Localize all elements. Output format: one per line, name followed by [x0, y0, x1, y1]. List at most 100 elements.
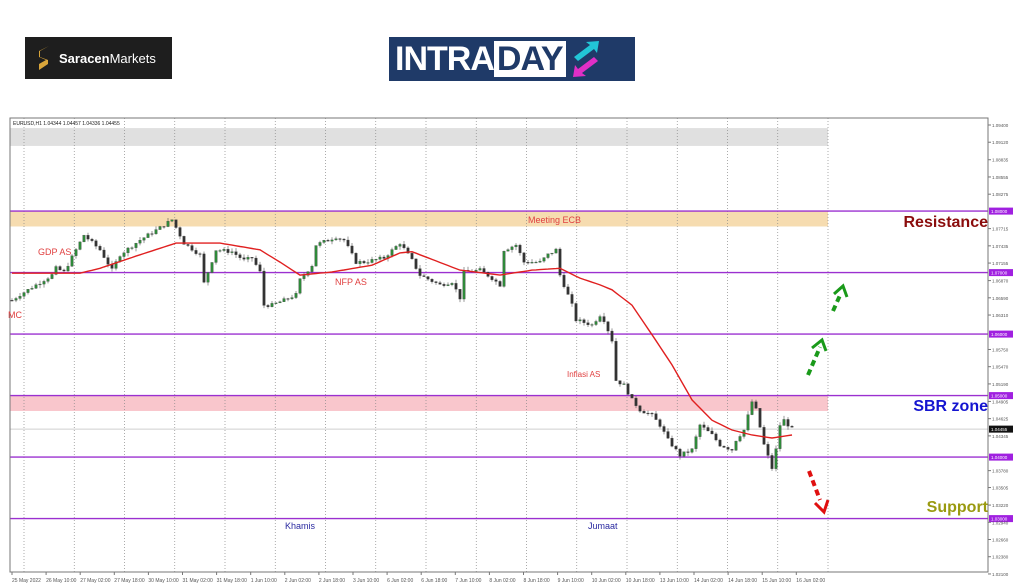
- candle-body: [22, 292, 26, 297]
- candle-body: [506, 249, 510, 252]
- candle-body: [714, 433, 718, 441]
- candle-body: [546, 253, 550, 258]
- x-tick-label: 10 Jun 18:00: [626, 578, 655, 584]
- y-tick-label: 1.06870: [992, 279, 1009, 284]
- price-zone: [10, 395, 828, 411]
- candle-body: [790, 426, 794, 428]
- candle-body: [566, 286, 570, 295]
- candle-body: [226, 249, 230, 253]
- candle-body: [450, 283, 454, 285]
- candle-body: [250, 257, 254, 259]
- candle-body: [490, 276, 494, 280]
- candle-body: [618, 380, 622, 385]
- candle-body: [522, 252, 526, 263]
- saracen-s-icon: [39, 46, 49, 70]
- candle-body: [194, 250, 198, 254]
- candle-body: [174, 219, 178, 228]
- candle-body: [558, 248, 562, 276]
- candle-body: [606, 321, 610, 332]
- candle-body: [106, 257, 110, 265]
- x-tick-label: 1 Jun 10:00: [251, 578, 277, 584]
- candle-body: [166, 221, 170, 227]
- x-tick-label: 26 May 10:00: [46, 578, 77, 584]
- candle-body: [782, 419, 786, 426]
- x-tick-label: 2 Jun 02:00: [285, 578, 311, 584]
- chart-frame: [9, 117, 989, 573]
- x-tick-label: 16 Jun 02:00: [796, 578, 825, 584]
- candle-body: [666, 431, 670, 439]
- x-tick-label: 27 May 18:00: [114, 578, 145, 584]
- candle-body: [730, 449, 734, 451]
- candle-body: [98, 246, 102, 251]
- candle-body: [586, 322, 590, 326]
- candle-body: [650, 413, 654, 415]
- y-tick-label: 1.02940: [992, 520, 1009, 525]
- y-tick-label: 1.02100: [992, 572, 1009, 577]
- candle-body: [50, 274, 54, 279]
- moving-average-line: [12, 242, 793, 439]
- support-label: Support: [927, 499, 989, 516]
- annotation-nfp: NFP AS: [335, 277, 367, 287]
- candle-body: [86, 235, 90, 240]
- candle-body: [458, 289, 462, 300]
- candle-body: [34, 284, 38, 289]
- candle-body: [366, 262, 370, 264]
- candle-body: [314, 245, 318, 267]
- candle-body: [626, 383, 630, 395]
- candle-body: [254, 257, 258, 265]
- candle-body: [538, 260, 542, 263]
- candle-body: [62, 269, 66, 272]
- candle-body: [402, 244, 406, 249]
- candle-body: [426, 276, 430, 280]
- candle-body: [182, 236, 186, 245]
- y-tick-label: 1.03780: [992, 469, 1009, 474]
- candle-body: [590, 324, 594, 326]
- candle-body: [550, 252, 554, 255]
- candle-body: [338, 238, 342, 240]
- intraday-arrows-icon: [572, 41, 599, 77]
- candle-body: [126, 247, 130, 254]
- candle-body: [526, 262, 530, 264]
- candle-body: [678, 448, 682, 457]
- candle-body: [502, 251, 506, 287]
- candle-body: [274, 302, 278, 304]
- candle-body: [222, 249, 226, 251]
- candle-body: [570, 294, 574, 304]
- candle-body: [774, 448, 778, 469]
- candle-body: [658, 419, 662, 427]
- candle-body: [498, 281, 502, 287]
- y-tick-label: 1.06590: [992, 296, 1009, 301]
- x-tick-label: 31 May 02:00: [183, 578, 214, 584]
- candle-body: [414, 258, 418, 269]
- candle-body: [702, 424, 706, 428]
- candle-body: [638, 405, 642, 412]
- candle-body: [198, 253, 202, 255]
- candle-body: [266, 305, 270, 307]
- candle-body: [410, 253, 414, 260]
- candle-body: [242, 257, 246, 260]
- y-tick-label: 1.08275: [992, 192, 1009, 197]
- candle-body: [38, 283, 42, 286]
- candle-body: [362, 261, 366, 264]
- annotation-thursday: Khamis: [285, 521, 316, 531]
- candle-body: [66, 266, 70, 272]
- candle-body: [706, 427, 710, 432]
- x-tick-label: 14 Jun 02:00: [694, 578, 723, 584]
- candle-body: [758, 408, 762, 428]
- candle-body: [170, 219, 174, 222]
- x-tick-label: 14 Jun 18:00: [728, 578, 757, 584]
- x-tick-label: 6 Jun 18:00: [421, 578, 447, 584]
- level-price-label: 1.03000: [991, 517, 1008, 522]
- candle-body: [46, 278, 50, 282]
- candle-body: [406, 247, 410, 254]
- candle-body: [286, 298, 290, 300]
- candle-body: [238, 254, 242, 258]
- candle-body: [670, 438, 674, 447]
- x-tick-label: 31 May 18:00: [217, 578, 248, 584]
- current-price-tag: [989, 425, 1013, 433]
- candle-body: [42, 281, 46, 285]
- candle-body: [770, 455, 774, 469]
- x-tick-label: 27 May 02:00: [80, 578, 111, 584]
- x-tick-label: 30 May 10:00: [148, 578, 179, 584]
- candle-body: [342, 238, 346, 241]
